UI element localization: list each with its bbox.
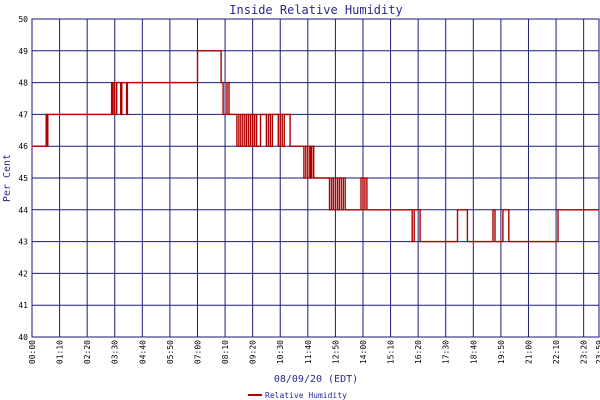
- x-tick-label: 09:20: [249, 340, 258, 364]
- y-tick-label: 44: [18, 206, 28, 215]
- x-tick-label: 02:20: [83, 340, 92, 364]
- x-tick-label: 07:00: [193, 340, 202, 364]
- y-axis-label: Per Cent: [2, 154, 13, 202]
- x-tick-label: 21:00: [524, 340, 533, 364]
- x-tick-label: 10:30: [276, 340, 285, 364]
- y-tick-labels: 40 41 42 43 44 45 46 47 48 49 50: [18, 15, 28, 342]
- x-tick-label: 08:10: [221, 340, 230, 364]
- x-tick-label: 23:59: [595, 340, 600, 364]
- x-tick-label: 05:50: [166, 340, 175, 364]
- x-tick-label: 23:20: [580, 340, 589, 364]
- chart-title: Inside Relative Humidity: [229, 3, 402, 17]
- x-tick-label: 11:40: [304, 340, 313, 364]
- y-tick-label: 48: [18, 79, 28, 88]
- x-tick-label: 00:00: [28, 340, 37, 364]
- y-tick-label: 41: [18, 301, 28, 310]
- x-tick-label: 18:40: [469, 340, 478, 364]
- x-tick-label: 14:00: [359, 340, 368, 364]
- y-tick-label: 45: [18, 174, 28, 183]
- y-tick-label: 47: [18, 110, 28, 119]
- x-tick-label: 04:40: [138, 340, 147, 364]
- series-line-relative-humidity: [32, 50, 599, 243]
- x-tick-label: 16:20: [414, 340, 423, 364]
- x-tick-label: 15:10: [387, 340, 396, 364]
- x-tick-label: 03:30: [111, 340, 120, 364]
- y-tick-label: 40: [18, 333, 28, 342]
- x-tick-label: 12:50: [331, 340, 340, 364]
- series-lines: [32, 50, 599, 243]
- legend: Relative Humidity: [248, 391, 347, 400]
- y-tick-label: 50: [18, 15, 28, 24]
- y-tick-label: 49: [18, 47, 28, 56]
- y-tick-label: 43: [18, 238, 28, 247]
- x-axis-label: 08/09/20 (EDT): [274, 374, 358, 385]
- x-tick-label: 17:30: [442, 340, 451, 364]
- x-tick-labels: 00:00 01:10 02:20 03:30 04:40 05:50 07:00 08:10…: [28, 340, 600, 364]
- y-tick-label: 46: [18, 142, 28, 151]
- x-tick-label: 19:50: [497, 340, 506, 364]
- x-tick-label: 01:10: [56, 340, 65, 364]
- legend-label-relative-humidity: Relative Humidity: [265, 391, 347, 400]
- x-tick-label: 22:10: [552, 340, 561, 364]
- y-tick-label: 42: [18, 269, 28, 278]
